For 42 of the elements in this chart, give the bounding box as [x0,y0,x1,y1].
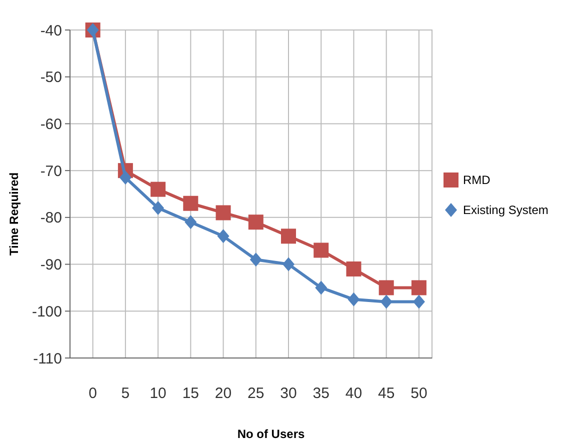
x-tick-label: 20 [214,385,232,402]
point [346,261,362,276]
y-tick-label: -40 [40,22,62,40]
point [281,228,296,244]
y-axis-title: Time Required [7,172,21,256]
x-tick-label: 0 [88,385,97,402]
point [183,196,198,211]
y-tick-label: -90 [40,256,62,274]
legend-label: RMD [463,173,491,188]
x-tick-label: 15 [182,385,200,402]
y-tick-label: -80 [40,210,62,227]
y-tick-label: -110 [33,350,62,368]
point [216,205,231,220]
y-tick-label: -60 [40,116,62,133]
point [217,229,230,244]
point [412,294,425,309]
x-tick-label: 35 [312,385,330,402]
point [380,294,392,309]
point [250,252,262,267]
point [282,257,295,272]
point [314,242,329,258]
point [152,201,164,216]
point [119,170,132,185]
point [315,280,328,295]
point [378,280,394,296]
x-tick-label: 25 [248,385,264,402]
x-tick-label: 5 [121,385,130,402]
point [150,182,166,197]
x-axis-title: No of Users [237,427,305,441]
x-tick-label: 50 [410,385,428,402]
y-tick-label: -100 [32,303,62,320]
x-tick-label: 30 [280,385,297,402]
x-tick-label: 40 [345,385,362,402]
x-tick-label: 45 [378,385,395,402]
point [184,215,197,230]
y-tick-label: -50 [40,69,62,86]
legend-label: Existing System [463,203,548,218]
point [348,292,360,306]
point [248,214,264,230]
y-tick-label: -70 [40,162,62,180]
point [411,280,426,296]
x-tick-label: 10 [150,385,166,402]
